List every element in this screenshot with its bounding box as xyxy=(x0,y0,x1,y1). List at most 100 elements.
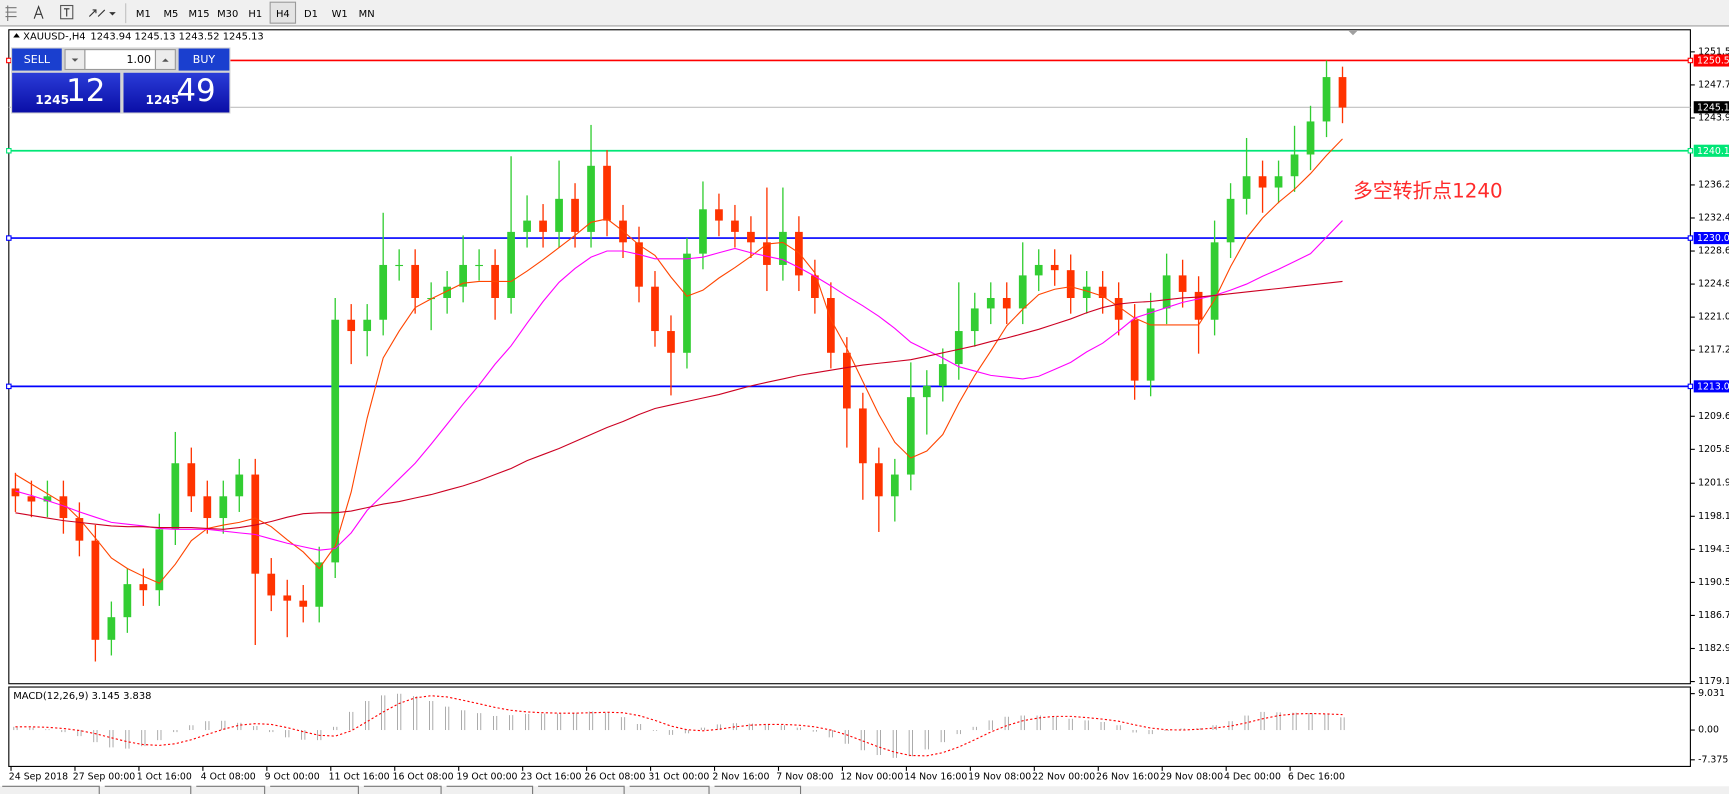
candle-body xyxy=(91,540,100,640)
x-tick-label: 2 Nov 16:00 xyxy=(712,771,769,782)
candle-body xyxy=(155,529,164,591)
candle-body xyxy=(667,331,675,353)
line-handle[interactable] xyxy=(6,383,12,390)
x-tick-label: 12 Nov 00:00 xyxy=(840,771,903,782)
candle-body xyxy=(251,474,260,574)
candle-body xyxy=(779,231,787,265)
candle-body xyxy=(555,198,563,232)
timeframe-button[interactable]: H1 xyxy=(248,9,262,20)
candle-body xyxy=(203,496,212,519)
price-label: 1245.13 xyxy=(1697,102,1729,113)
timeframe-button[interactable]: M15 xyxy=(188,9,209,20)
crosshair-tool[interactable] xyxy=(5,5,17,21)
y-tick-label: 1232.40 xyxy=(1698,212,1729,223)
candle-body xyxy=(603,165,611,221)
toolbar: M1 M5 M15 M30 H1 H4 D1 W1 MN xyxy=(0,0,1729,27)
candle-body xyxy=(1258,176,1267,188)
sell-button[interactable] xyxy=(12,48,62,71)
candle-body xyxy=(411,264,420,298)
x-tick-label: 26 Oct 08:00 xyxy=(584,771,645,782)
collapse-icon[interactable] xyxy=(13,33,20,38)
text-tool[interactable] xyxy=(33,5,44,19)
candle-body xyxy=(75,518,84,541)
candle-body xyxy=(683,253,691,353)
y-tick-label: 1224.80 xyxy=(1698,279,1729,290)
candle-body xyxy=(315,562,324,607)
line-handle[interactable] xyxy=(1687,235,1694,241)
candle-body xyxy=(938,364,947,386)
candle-body xyxy=(235,474,244,497)
ask-big-figure: 1245 xyxy=(146,93,180,107)
tab-outlines[interactable] xyxy=(2,785,802,794)
x-tick-label: 27 Sep 00:00 xyxy=(73,771,136,782)
candle-body xyxy=(842,352,851,409)
timeframe-button[interactable]: H4 xyxy=(276,9,290,20)
label-tool[interactable] xyxy=(60,4,74,20)
line-handle[interactable] xyxy=(1687,147,1694,154)
candle-body xyxy=(219,496,228,519)
candle-body xyxy=(11,488,20,497)
chart-shift-marker[interactable] xyxy=(1348,30,1358,36)
x-tick-label: 14 Nov 16:00 xyxy=(904,771,967,782)
timeframe-button[interactable]: D1 xyxy=(304,9,318,20)
y-tick-label: 1179.10 xyxy=(1698,676,1729,687)
y-tick-label: 1228.60 xyxy=(1698,246,1729,257)
buy-quote[interactable] xyxy=(123,72,230,113)
x-tick-label: 9 Oct 00:00 xyxy=(265,771,320,782)
x-tick-label: 29 Nov 08:00 xyxy=(1160,771,1223,782)
y-tick-label: 1217.20 xyxy=(1698,345,1729,356)
candle-body xyxy=(363,319,372,332)
candle-body xyxy=(1226,198,1235,243)
candle-body xyxy=(59,496,68,519)
timeframe-button[interactable]: MN xyxy=(359,9,375,20)
candle-body xyxy=(699,209,707,254)
y-tick-label: 1198.10 xyxy=(1698,511,1729,522)
candle-body xyxy=(827,297,835,353)
line-handle[interactable] xyxy=(6,235,12,241)
price-label-bg xyxy=(1693,232,1729,245)
candle-body xyxy=(475,264,483,267)
x-tick-label: 23 Oct 16:00 xyxy=(520,771,581,782)
candle-body xyxy=(1146,308,1155,381)
candle-body xyxy=(187,463,196,497)
candle-body xyxy=(858,408,867,464)
y-tick-label: 1247.70 xyxy=(1698,79,1729,90)
sell-quote[interactable] xyxy=(12,72,121,113)
down-arrow xyxy=(71,58,79,62)
candle-body xyxy=(1194,291,1203,320)
candle-body xyxy=(1002,297,1011,309)
line-handle[interactable] xyxy=(6,57,12,64)
y-tick-label: 1236.20 xyxy=(1698,179,1729,190)
y-tick-label: 1182.90 xyxy=(1698,643,1729,654)
timeframe-button[interactable]: M1 xyxy=(136,9,151,20)
candle-body xyxy=(347,319,356,332)
x-tick-label: 24 Sep 2018 xyxy=(9,771,68,782)
arrows-tool[interactable] xyxy=(88,9,116,17)
y-tick-label: 1205.80 xyxy=(1698,444,1729,455)
candle-body xyxy=(874,463,883,497)
timeframe-active[interactable] xyxy=(269,1,297,24)
candle-body xyxy=(1066,270,1075,298)
candle-body xyxy=(379,264,388,320)
timeframe-button[interactable]: W1 xyxy=(332,9,348,20)
price-label-bg xyxy=(1693,54,1729,67)
candle-body xyxy=(283,595,292,601)
candle-body xyxy=(523,220,531,232)
line-handle[interactable] xyxy=(1687,383,1694,390)
plot-layer xyxy=(6,57,1694,662)
moving-average xyxy=(15,280,1343,530)
macd-y-tick-label: -7.375 xyxy=(1698,754,1728,765)
timeframe-button[interactable]: M5 xyxy=(163,9,178,20)
buy-button[interactable] xyxy=(178,48,230,71)
chart-title: XAUUSD-,H4 xyxy=(23,31,85,42)
line-handle[interactable] xyxy=(1687,57,1694,64)
macd-frame xyxy=(8,686,1691,767)
price-label: 1230.09 xyxy=(1697,233,1729,244)
up-arrow xyxy=(162,58,169,62)
candle-body xyxy=(587,165,595,232)
line-handle[interactable] xyxy=(6,147,12,154)
timeframe-button[interactable]: M30 xyxy=(217,9,238,20)
candle-body xyxy=(1338,77,1347,108)
candle-body xyxy=(1242,176,1251,199)
